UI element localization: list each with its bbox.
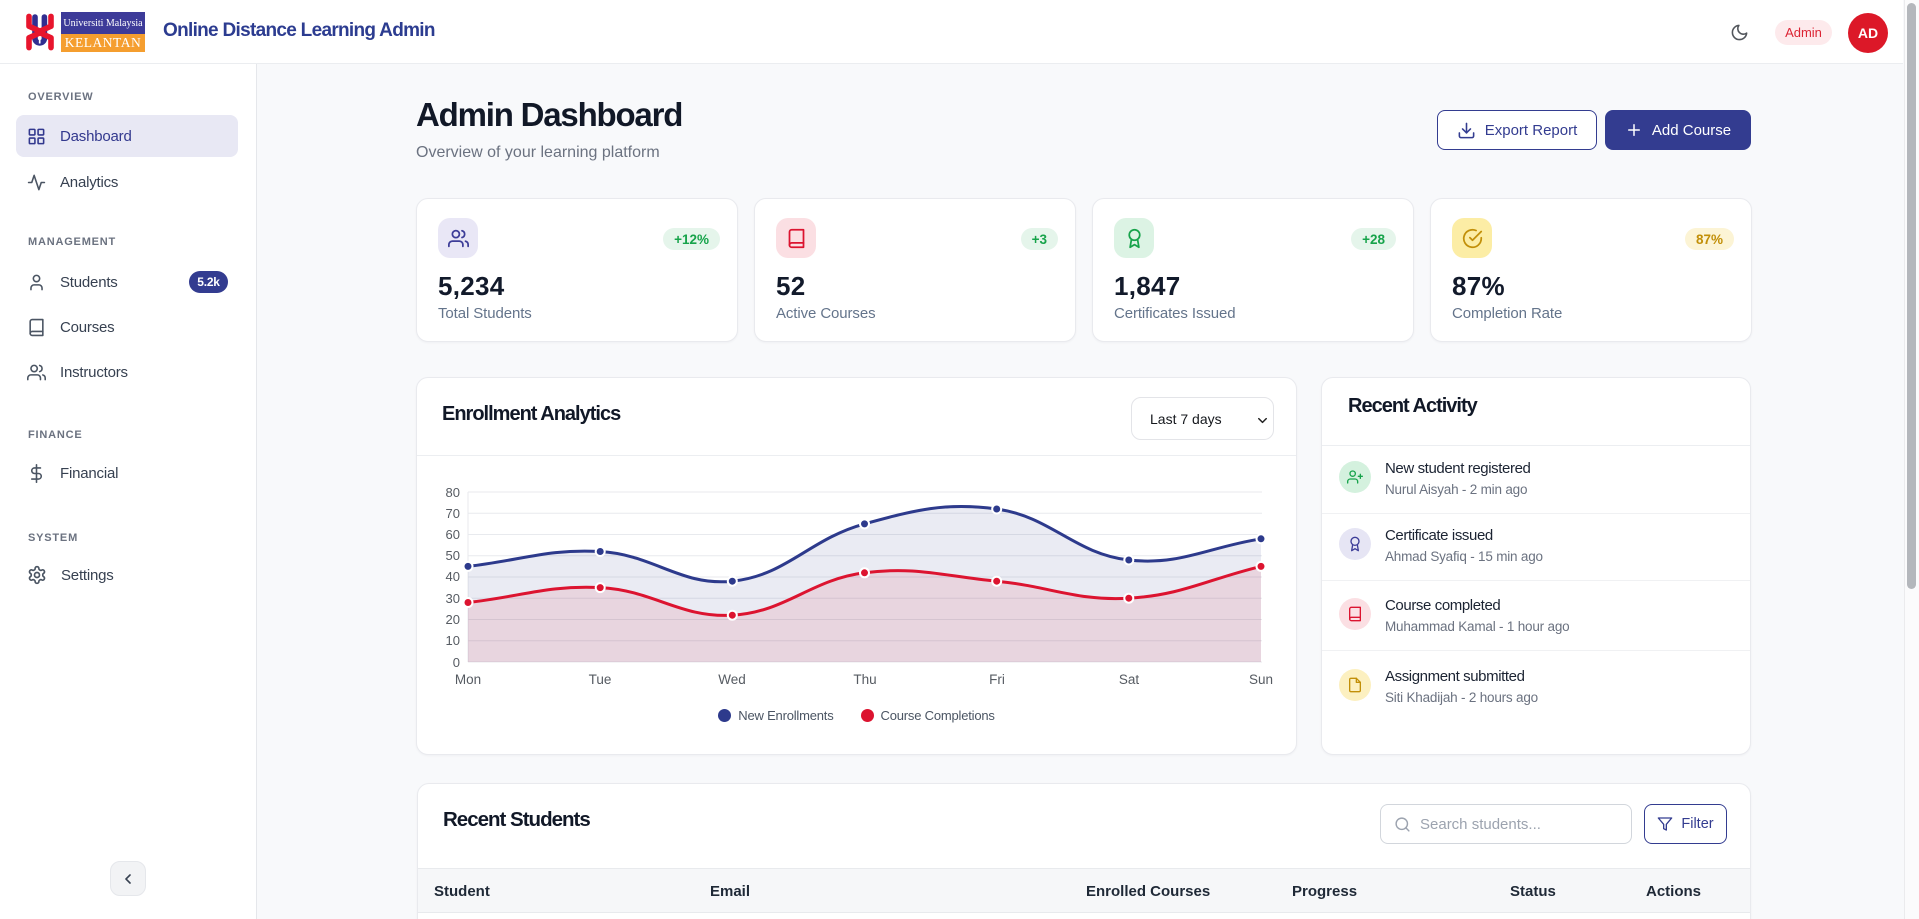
svg-text:10: 10 xyxy=(446,633,460,648)
svg-text:40: 40 xyxy=(446,569,460,584)
svg-text:Fri: Fri xyxy=(989,672,1005,687)
svg-text:0: 0 xyxy=(453,655,460,670)
svg-text:Wed: Wed xyxy=(718,672,746,687)
svg-text:Sat: Sat xyxy=(1119,672,1140,687)
svg-text:80: 80 xyxy=(446,485,460,500)
svg-text:Mon: Mon xyxy=(455,672,481,687)
svg-text:30: 30 xyxy=(446,591,460,606)
svg-text:70: 70 xyxy=(446,506,460,521)
svg-text:60: 60 xyxy=(446,527,460,542)
svg-text:Thu: Thu xyxy=(853,672,876,687)
svg-text:20: 20 xyxy=(446,612,460,627)
svg-text:Tue: Tue xyxy=(589,672,612,687)
svg-text:50: 50 xyxy=(446,548,460,563)
svg-text:Sun: Sun xyxy=(1249,672,1273,687)
